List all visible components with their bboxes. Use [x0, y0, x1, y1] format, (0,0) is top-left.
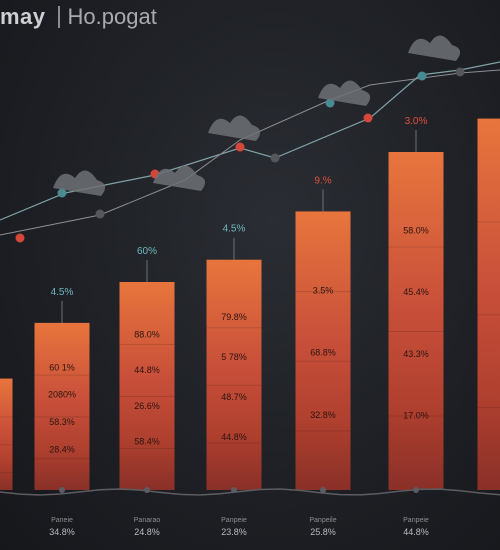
bar-segment-label-1-0: 60 1% [49, 362, 75, 372]
bar-band-5-1 [388, 246, 444, 248]
bar-band-0-1 [0, 416, 13, 418]
baseline-dot-2 [231, 487, 237, 493]
x-tick-label-top-4: Panpeile [309, 517, 336, 524]
bar-segment-label-4-2: 32.8% [310, 410, 336, 420]
bar-segment-label-3-3: 44.8% [221, 432, 247, 442]
bar-band-2-3 [119, 448, 175, 449]
bar-segment-label-5-0: 58.0% [403, 226, 429, 236]
bar-band-3-1 [206, 327, 262, 329]
bar-top-label-2: 60% [137, 246, 157, 257]
bar-2 [119, 282, 175, 490]
bar-band-6-3 [477, 407, 500, 409]
bar-band-2-1 [119, 344, 175, 345]
trend-dot-9 [455, 67, 465, 77]
bar-band-0-2 [0, 444, 13, 446]
bar-band-2-2 [119, 396, 175, 397]
trend-dot-4 [235, 142, 245, 152]
bar-segment-label-2-1: 44.8% [134, 365, 160, 375]
bar-band-3-2 [206, 384, 262, 386]
bar-segment-label-3-1: 5 78% [221, 352, 247, 362]
cloud-decoration-3 [153, 165, 206, 191]
title-separator [57, 6, 60, 28]
bar-band-3-3 [206, 442, 262, 444]
bar-top-label-4: 9.% [314, 175, 331, 186]
trend-dot-6 [325, 98, 335, 108]
chart-title: may [0, 4, 46, 29]
bar-3 [206, 259, 262, 490]
bar-segment-label-5-2: 43.3% [403, 349, 429, 359]
cloud-decoration-4 [53, 170, 106, 196]
baseline-dot-3 [320, 487, 326, 493]
baseline-dot-0 [59, 487, 65, 493]
bar-4 [295, 211, 351, 490]
bar-segment-label-1-3: 28.4% [49, 445, 75, 455]
bar-band-5-2 [388, 331, 444, 332]
bar-segment-label-5-3: 17.0% [403, 410, 429, 420]
bar-band-4-1 [295, 291, 351, 293]
bar-0 [0, 378, 13, 490]
cloud-decoration-1 [318, 80, 371, 106]
trend-dot-0 [15, 233, 25, 243]
bar-band-6-1 [477, 221, 500, 223]
bar-segment-label-5-1: 45.4% [403, 287, 429, 297]
bar-band-4-3 [295, 430, 351, 432]
trend-dot-7 [363, 113, 373, 123]
x-tick-label-bottom-1: 34.8% [49, 527, 75, 537]
trend-dot-5 [270, 153, 280, 163]
trend-dot-2 [95, 209, 105, 219]
x-tick-label-bottom-3: 23.8% [221, 527, 247, 537]
bar-segment-label-2-3: 58.4% [134, 436, 160, 446]
bar-segment-label-2-0: 88.0% [134, 330, 160, 340]
x-tick-label-bottom-5: 44.8% [403, 527, 429, 537]
bar-segment-label-3-0: 79.8% [221, 312, 247, 322]
cloud-decoration-0 [208, 115, 261, 141]
x-tick-label-top-1: Paneie [51, 517, 73, 524]
baseline-dot-1 [144, 487, 150, 493]
bar-segment-label-4-1: 68.8% [310, 348, 336, 358]
bar-segment-label-2-2: 26.6% [134, 401, 160, 411]
x-tick-label-top-2: Panarao [134, 517, 161, 524]
bar-segment-label-3-2: 48.7% [221, 392, 247, 402]
bar-1 [34, 322, 90, 490]
bar-segment-label-1-2: 58.3% [49, 417, 75, 427]
x-tick-label-top-3: Panpeie [221, 517, 247, 524]
trend-line-second [0, 69, 500, 236]
bar-top-label-3: 4.5% [223, 224, 246, 235]
bar-6 [477, 118, 500, 491]
bar-band-5-3 [388, 415, 444, 417]
x-tick-label-top-5: Panpeie [403, 517, 429, 524]
bar-5 [388, 152, 444, 490]
chart-subtitle: Ho.pogat [67, 4, 157, 29]
bar-band-4-2 [295, 360, 351, 362]
cloud-decoration-2 [408, 35, 461, 61]
bar-band-6-2 [477, 314, 500, 316]
bar-band-1-1 [34, 374, 90, 376]
bar-band-1-3 [34, 458, 90, 460]
bar-top-label-1: 4.5% [51, 287, 74, 298]
x-tick-label-bottom-2: 24.8% [134, 527, 160, 537]
x-tick-label-bottom-4: 25.8% [310, 527, 336, 537]
trend-dot-8 [417, 71, 427, 81]
bar-segment-label-1-1: 2080% [48, 390, 76, 400]
bar-top-label-5: 3.0% [405, 116, 428, 127]
baseline-dot-4 [413, 487, 419, 493]
bar-segment-label-4-0: 3.5% [313, 286, 334, 296]
header: may Ho.pogat [0, 2, 157, 32]
bar-band-0-3 [0, 472, 13, 474]
bar-band-1-2 [34, 416, 90, 418]
trend-dot-1 [57, 188, 67, 198]
